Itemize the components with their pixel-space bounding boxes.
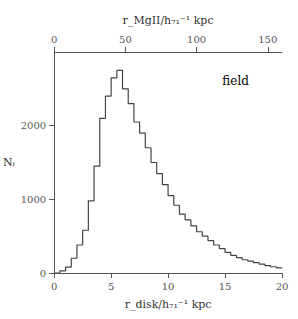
svg-text:0: 0 <box>51 281 57 292</box>
svg-text:field: field <box>222 74 249 88</box>
svg-text:10: 10 <box>162 281 175 292</box>
svg-text:100: 100 <box>187 34 206 45</box>
svg-text:2000: 2000 <box>21 120 46 131</box>
svg-text:Nᵢ: Nᵢ <box>3 156 16 169</box>
svg-text:r_MgII/h₇₁⁻¹ kpc: r_MgII/h₇₁⁻¹ kpc <box>123 14 214 27</box>
svg-text:r_disk/h₇₁⁻¹ kpc: r_disk/h₇₁⁻¹ kpc <box>125 298 212 311</box>
svg-text:150: 150 <box>258 34 277 45</box>
svg-text:5: 5 <box>108 281 114 292</box>
svg-text:0: 0 <box>40 268 46 279</box>
svg-text:0: 0 <box>51 34 57 45</box>
svg-text:20: 20 <box>276 281 289 292</box>
svg-text:50: 50 <box>119 34 132 45</box>
svg-text:1000: 1000 <box>21 194 46 205</box>
svg-text:15: 15 <box>219 281 232 292</box>
